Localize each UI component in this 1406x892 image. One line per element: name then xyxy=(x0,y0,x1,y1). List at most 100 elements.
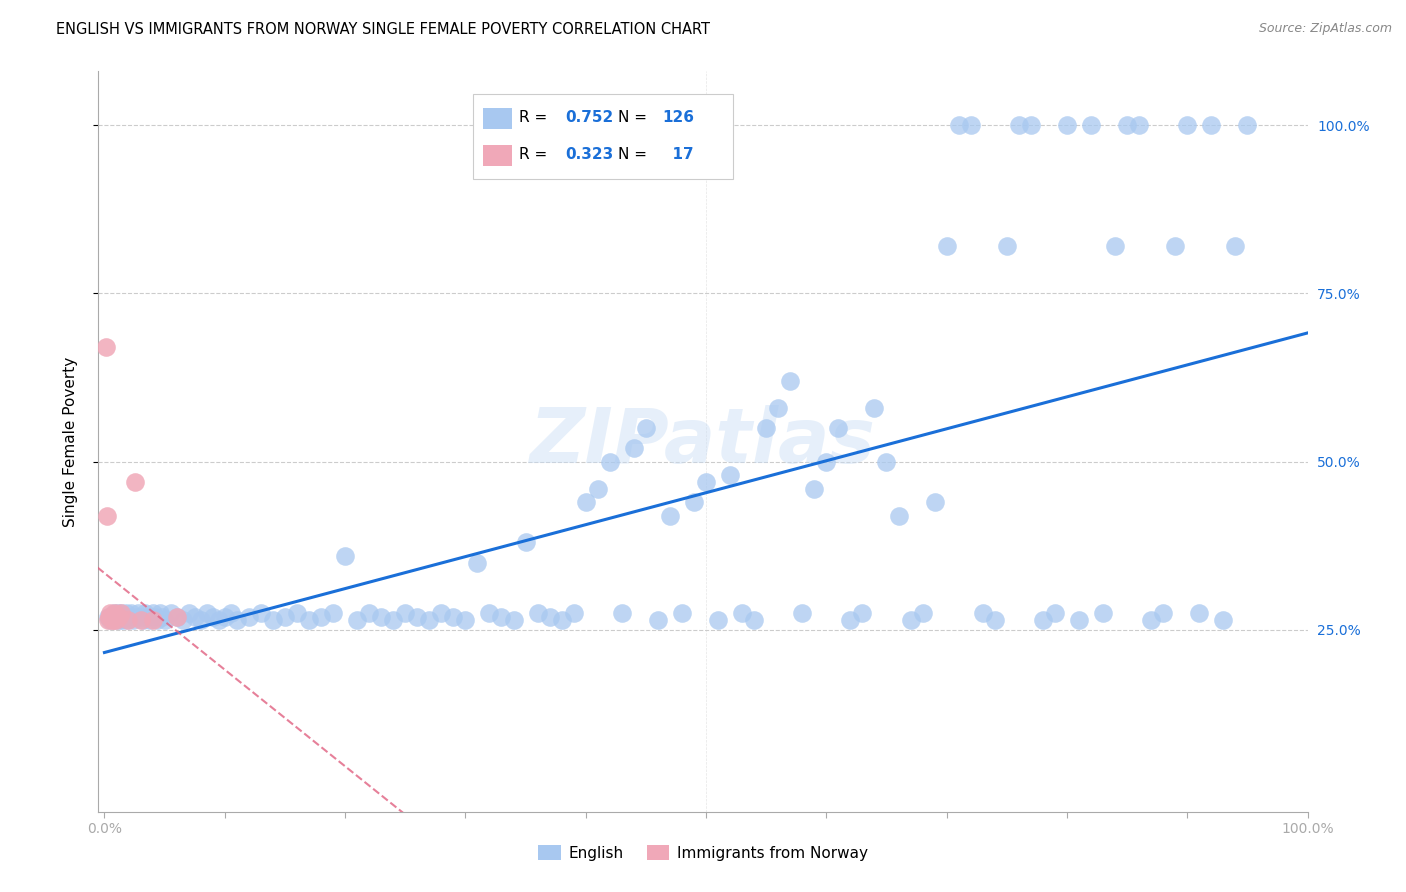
Point xyxy=(100,613,122,627)
Point xyxy=(101,609,124,624)
Point xyxy=(97,609,120,624)
Point xyxy=(935,239,957,253)
Point xyxy=(150,609,173,624)
Point xyxy=(1175,118,1198,132)
Point xyxy=(142,606,165,620)
Point xyxy=(105,613,128,627)
Point xyxy=(1164,239,1187,253)
Text: 0.752: 0.752 xyxy=(565,110,613,125)
Point xyxy=(1104,239,1126,253)
Point xyxy=(441,609,464,624)
Point xyxy=(1092,606,1115,620)
Point xyxy=(430,606,453,620)
Point xyxy=(225,613,247,627)
Point xyxy=(359,606,381,620)
Point xyxy=(250,606,273,620)
Point xyxy=(418,613,440,627)
Point xyxy=(827,421,849,435)
Point xyxy=(201,609,224,624)
Point xyxy=(610,606,633,620)
Point xyxy=(129,609,152,624)
Point xyxy=(219,606,242,620)
Point xyxy=(1043,606,1066,620)
Point xyxy=(177,606,200,620)
Point xyxy=(166,609,188,624)
Point xyxy=(863,401,886,415)
Point xyxy=(995,239,1018,253)
Point xyxy=(671,606,693,620)
Point xyxy=(972,606,994,620)
Point xyxy=(149,606,172,620)
Point xyxy=(108,609,131,624)
Point xyxy=(731,606,754,620)
Point xyxy=(107,606,129,620)
Point xyxy=(100,613,122,627)
Point xyxy=(125,609,148,624)
Point xyxy=(1201,118,1223,132)
Point xyxy=(839,613,862,627)
Text: R =: R = xyxy=(519,110,553,125)
Point xyxy=(96,508,118,523)
Point xyxy=(104,606,127,620)
Point xyxy=(298,613,321,627)
Point xyxy=(851,606,873,620)
Point xyxy=(101,613,124,627)
Point xyxy=(406,609,429,624)
Point xyxy=(127,606,149,620)
Point xyxy=(394,606,416,620)
Point xyxy=(97,613,120,627)
Point xyxy=(370,609,392,624)
Point xyxy=(623,442,645,456)
Point xyxy=(139,613,162,627)
Point xyxy=(129,613,152,627)
Point xyxy=(98,609,121,624)
Text: ZIPatlas: ZIPatlas xyxy=(530,405,876,478)
Text: R =: R = xyxy=(519,147,553,161)
Point xyxy=(1225,239,1247,253)
Point xyxy=(1032,613,1054,627)
Text: ENGLISH VS IMMIGRANTS FROM NORWAY SINGLE FEMALE POVERTY CORRELATION CHART: ENGLISH VS IMMIGRANTS FROM NORWAY SINGLE… xyxy=(56,22,710,37)
Point xyxy=(124,475,146,489)
Point xyxy=(262,613,284,627)
Point xyxy=(166,609,188,624)
Point xyxy=(1008,118,1031,132)
Point xyxy=(766,401,789,415)
Point xyxy=(924,495,946,509)
Point xyxy=(103,606,125,620)
Point xyxy=(562,606,585,620)
Point xyxy=(683,495,706,509)
Point xyxy=(238,609,260,624)
Point xyxy=(94,340,117,354)
Point xyxy=(515,535,537,549)
Point xyxy=(159,606,181,620)
Point xyxy=(707,613,730,627)
Point xyxy=(117,609,139,624)
Point xyxy=(875,455,897,469)
Bar xyxy=(482,145,512,166)
Point xyxy=(134,606,156,620)
Point xyxy=(647,613,669,627)
Point xyxy=(110,606,132,620)
Text: N =: N = xyxy=(619,110,652,125)
Point xyxy=(1212,613,1234,627)
Text: N =: N = xyxy=(619,147,652,161)
Point xyxy=(100,606,122,620)
Point xyxy=(911,606,934,620)
Point xyxy=(105,609,128,624)
Point xyxy=(274,609,297,624)
Point xyxy=(586,482,609,496)
Point xyxy=(1140,613,1163,627)
Point xyxy=(478,606,501,620)
Text: Source: ZipAtlas.com: Source: ZipAtlas.com xyxy=(1258,22,1392,36)
Point xyxy=(815,455,838,469)
Text: 17: 17 xyxy=(662,147,693,161)
Point xyxy=(803,482,825,496)
Point xyxy=(538,609,561,624)
Point xyxy=(112,609,135,624)
Point xyxy=(526,606,548,620)
Point xyxy=(285,606,308,620)
Point xyxy=(333,549,356,563)
Point xyxy=(1080,118,1102,132)
Point xyxy=(143,609,166,624)
Point xyxy=(195,606,218,620)
